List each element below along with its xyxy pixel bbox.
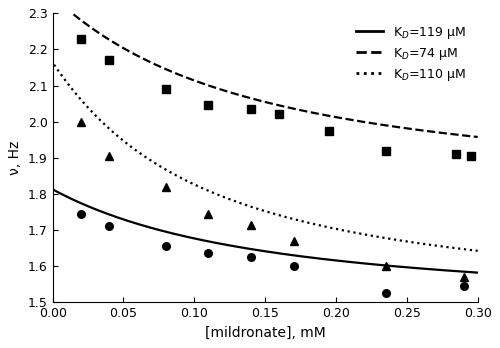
Y-axis label: ν, Hz: ν, Hz: [8, 141, 22, 175]
Legend: K$_D$=119 μM, K$_D$=74 μM, K$_D$=110 μM: K$_D$=119 μM, K$_D$=74 μM, K$_D$=110 μM: [351, 19, 472, 88]
X-axis label: [mildronate], mM: [mildronate], mM: [205, 326, 326, 340]
